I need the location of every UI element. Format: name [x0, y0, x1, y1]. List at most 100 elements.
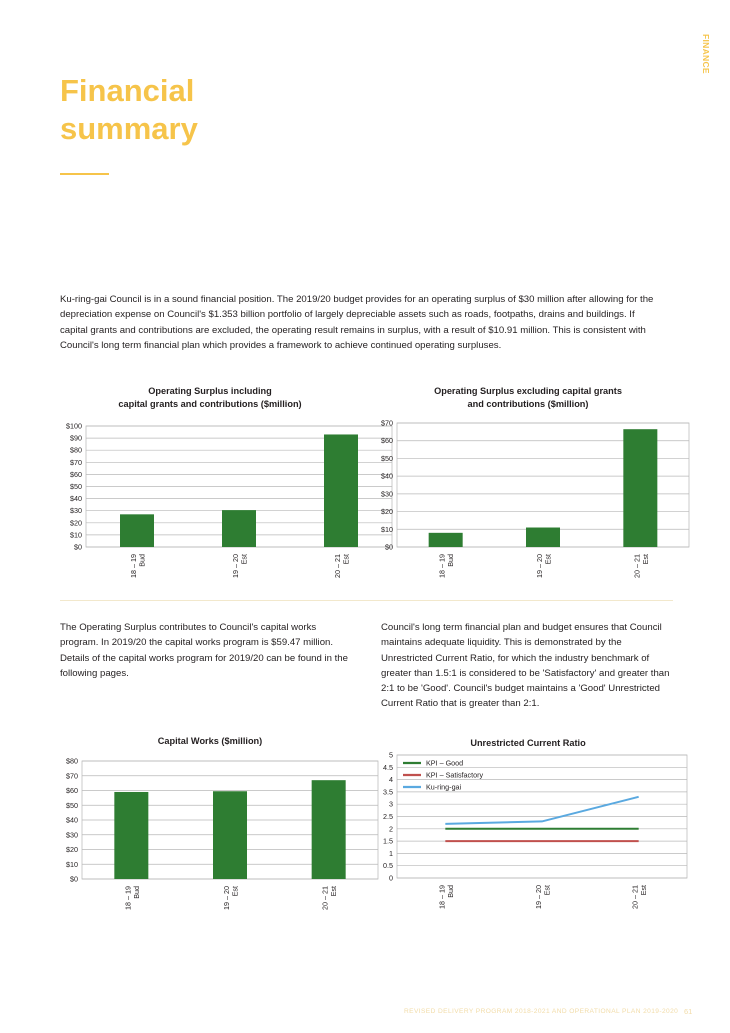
chart2-xtick-label: 20 – 21 Est [632, 554, 650, 578]
chart4-title: Unrestricted Current Ratio [378, 737, 678, 750]
chart3-capital-works: $0 $10 $20 $30 $40 $50 $60 $70 $80 18 – 19 Bud 19 –… [66, 757, 379, 910]
chart2-xtick-line2: Est [641, 554, 650, 564]
chart1-xtick-line2: Est [342, 554, 351, 564]
chart1-ytick-label: $10 [70, 530, 82, 539]
title-line-2: summary [60, 111, 198, 146]
chart4-legend-label: Ku-ring-gai [426, 783, 462, 792]
chart4-series-line [445, 795, 639, 825]
chart4-ytick-label: 1.5 [383, 837, 393, 846]
chart2-ytick-label: $30 [381, 489, 393, 498]
chart1-ytick-label: $30 [70, 506, 82, 515]
section-tag: FINANCE [697, 34, 727, 114]
chart3-bar [311, 780, 346, 879]
chart1-xtick-line2: Est [240, 554, 249, 564]
chart2-bar [428, 532, 463, 547]
chart4-ytick-label: 5 [389, 751, 393, 760]
chart1-xtick-label: 20 – 21 Est [333, 554, 351, 578]
chart4-ytick-label: 4.5 [383, 763, 393, 772]
page-title: Financial summary [60, 72, 198, 148]
chart3-ytick-label: $70 [66, 771, 78, 780]
section-divider [60, 600, 673, 601]
chart4-ytick-label: 0 [389, 874, 393, 883]
chart3-xtick-label: 20 – 21 Est [321, 886, 339, 910]
chart2-ytick-label: $10 [381, 525, 393, 534]
chart2-xtick-line1: 20 – 21 [632, 554, 641, 578]
section-tag-label: FINANCE [701, 34, 711, 74]
chart1-bar [222, 510, 256, 547]
current-ratio-paragraph: Council's long term financial plan and b… [381, 622, 670, 710]
chart1-ytick-label: $80 [70, 446, 82, 455]
chart1-bar [120, 514, 154, 547]
chart3-ytick-label: $10 [66, 860, 78, 869]
chart1-ytick-label: $90 [70, 434, 82, 443]
chart2-ytick-label: $0 [385, 543, 393, 552]
chart2-bar [623, 429, 658, 547]
chart2-xtick-line2: Bud [446, 554, 455, 567]
chart1-ytick-label: $60 [70, 470, 82, 479]
chart1-title-line1: Operating Surplus including [148, 386, 272, 396]
chart2-ytick-label: $20 [381, 507, 393, 516]
chart2-title: Operating Surplus excluding capital gran… [378, 385, 678, 411]
footer-text: REVISED DELIVERY PROGRAM 2018-2021 AND O… [404, 1008, 679, 1015]
chart4-title-line1: Unrestricted Current Ratio [470, 738, 586, 748]
chart1-xtick-label: 19 – 20 Est [231, 554, 249, 578]
chart1-ytick-label: $0 [74, 543, 82, 552]
chart3-ytick-label: $50 [66, 801, 78, 810]
chart3-ytick-label: $20 [66, 845, 78, 854]
page-number: 61 [684, 1007, 693, 1016]
chart3-xtick-label: 18 – 19 Bud [123, 886, 141, 910]
chart4-ytick-label: 4 [389, 775, 393, 784]
chart4-legend-label: KPI – Satisfactory [426, 771, 484, 780]
chart3-xtick-line1: 18 – 19 [123, 886, 132, 910]
chart3-xtick-label: 19 – 20 Est [222, 886, 240, 910]
chart1-ytick-label: $50 [70, 482, 82, 491]
chart1-xtick-label: 18 – 19 Bud [129, 554, 147, 578]
chart4-ytick-label: 0.5 [383, 861, 393, 870]
chart4-xtick-line1: 19 – 20 [534, 885, 543, 909]
chart4-xtick-line1: 18 – 19 [437, 885, 446, 909]
chart1-ytick-label: $40 [70, 494, 82, 503]
chart2-xtick-line2: Est [544, 554, 553, 564]
chart3-ytick-label: $40 [66, 816, 78, 825]
title-underline [60, 173, 109, 175]
chart1-bar [324, 434, 358, 547]
chart2-ytick-label: $50 [381, 454, 393, 463]
chart1-xtick-line1: 20 – 21 [333, 554, 342, 578]
chart2-xtick-label: 19 – 20 Est [535, 554, 553, 578]
chart2-xtick-label: 18 – 19 Bud [438, 554, 456, 578]
chart3-ytick-label: $80 [66, 757, 78, 766]
chart3-title: Capital Works ($million) [60, 735, 360, 748]
capital-works-paragraph: The Operating Surplus contributes to Cou… [60, 622, 348, 679]
chart4-xtick-line2: Est [639, 885, 648, 895]
chart4-ytick-label: 2 [389, 824, 393, 833]
chart3-xtick-line1: 20 – 21 [321, 886, 330, 910]
chart4-xtick-line2: Bud [446, 885, 455, 898]
chart2-xtick-line1: 18 – 19 [438, 554, 447, 578]
chart2-title-line2: and contributions ($million) [467, 399, 589, 409]
chart4-ytick-label: 2.5 [383, 812, 393, 821]
chart4-ytick-label: 3 [389, 800, 393, 809]
chart4-ytick-label: 1 [389, 849, 393, 858]
chart1-title: Operating Surplus including capital gran… [60, 385, 360, 411]
chart1-ytick-label: $100 [66, 422, 82, 431]
chart4-xtick-label: 19 – 20 Est [534, 885, 552, 909]
chart3-bar [213, 791, 247, 879]
chart4-xtick-line2: Est [543, 885, 552, 895]
chart3-xtick-line1: 19 – 20 [222, 886, 231, 910]
chart1-title-line2: capital grants and contributions ($milli… [118, 399, 302, 409]
chart3-xtick-line2: Bud [132, 886, 141, 899]
chart1-operating-surplus-incl: $0 $10 $20 $30 $40 $50 $60 $70 $80 $90 $100 18 – 19… [66, 422, 393, 578]
chart3-bar [114, 791, 149, 879]
chart2-xtick-line1: 19 – 20 [535, 554, 544, 578]
intro-paragraph: Ku-ring-gai Council is in a sound financ… [60, 294, 654, 351]
chart4-xtick-label: 20 – 21 Est [631, 885, 649, 909]
chart2-title-line1: Operating Surplus excluding capital gran… [434, 386, 622, 396]
chart3-xtick-line2: Est [329, 886, 338, 896]
chart4-ytick-label: 3.5 [383, 787, 393, 796]
chart2-ytick-label: $40 [381, 472, 393, 481]
chart1-xtick-line1: 19 – 20 [231, 554, 240, 578]
chart1-ytick-label: $70 [70, 458, 82, 467]
chart2-ytick-label: $60 [381, 436, 393, 445]
chart3-ytick-label: $60 [66, 786, 78, 795]
